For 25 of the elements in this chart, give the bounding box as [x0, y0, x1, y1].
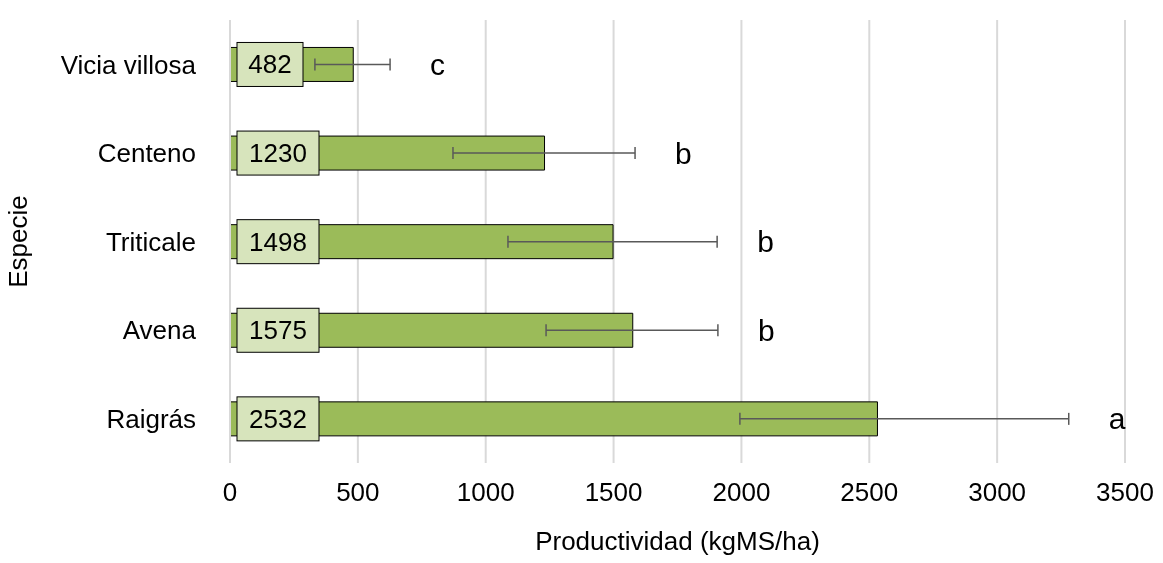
data-label: 1498 [249, 226, 307, 257]
x-tick-label: 1500 [584, 477, 643, 508]
annotation: b [757, 225, 774, 259]
y-tick-label: Raigrás [106, 403, 196, 434]
x-tick-label: 2500 [840, 477, 899, 508]
x-axis-title: Productividad (kgMS/ha) [535, 526, 820, 556]
y-tick-label: Triticale [105, 226, 196, 257]
annotation: b [757, 313, 775, 347]
x-tick-label: 3000 [968, 477, 1027, 508]
data-label: 482 [248, 49, 292, 80]
x-tick-label: 2000 [712, 477, 771, 508]
y-tick-label: Avena [122, 315, 197, 346]
y-axis-title: Especie [3, 195, 34, 288]
y-tick-label: Vicia villosa [60, 49, 197, 80]
data-label: 1575 [249, 315, 307, 346]
y-tick-label: Centeno [97, 138, 196, 169]
annotation: a [1108, 402, 1126, 436]
x-tick-label: 3500 [1096, 477, 1154, 508]
x-tick-label: 500 [336, 477, 380, 508]
x-tick-label: 1000 [456, 477, 515, 508]
data-label: 1230 [249, 138, 307, 169]
x-tick-label: 0 [222, 477, 238, 508]
data-label: 2532 [249, 403, 307, 434]
annotation: b [675, 136, 692, 170]
annotation: c [430, 47, 446, 81]
